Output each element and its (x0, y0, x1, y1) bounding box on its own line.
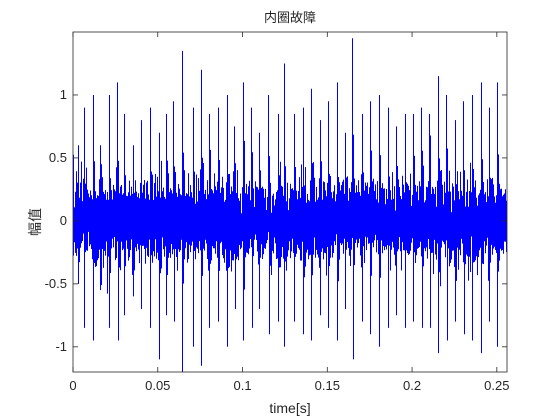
y-tick-label: 0 (60, 213, 67, 228)
x-tick-label: 0.25 (484, 378, 509, 393)
y-tick-label: -0.5 (45, 276, 67, 291)
x-tick-label: 0 (69, 378, 76, 393)
y-tick-label: 1 (60, 87, 67, 102)
x-axis-label: time[s] (269, 400, 310, 416)
x-tick-label: 0.2 (403, 378, 421, 393)
y-axis-label: 幅值 (28, 208, 44, 236)
plot-frame (72, 31, 508, 373)
x-tick-label: 0.1 (233, 378, 251, 393)
x-tick-label: 0.05 (145, 378, 170, 393)
y-tick-label: -1 (55, 339, 67, 354)
x-tick-label: 0.15 (315, 378, 340, 393)
chart-title: 内圈故障 (264, 10, 316, 26)
y-tick-label: 0.5 (49, 150, 67, 165)
ticks-layer: 0 0.05 0.1 0.15 0.2 0.25 -1 -0.5 0 0.5 1 (45, 32, 509, 393)
signal-layer (73, 38, 507, 372)
signal-line (73, 38, 507, 372)
